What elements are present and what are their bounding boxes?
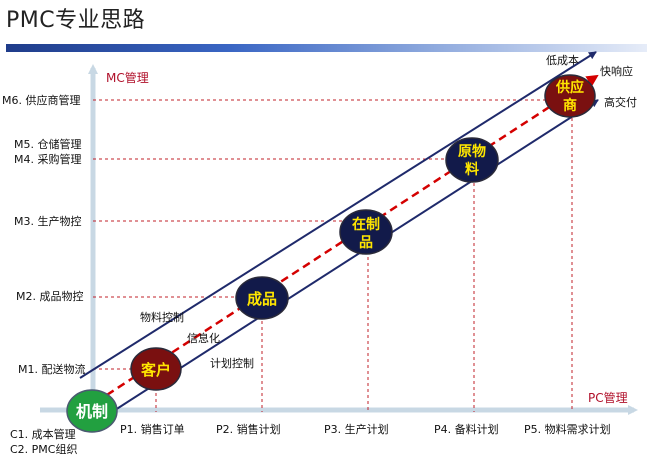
annotation-high-delivery: 高交付 [604,95,637,109]
base-label-c1: C1. 成本管理 [10,427,76,441]
horizontal-guides [93,99,568,370]
node-origin-text: 机制 [76,402,108,421]
band-upper-line [79,51,597,379]
y-axis-title: MC管理 [106,70,149,85]
node-supplier-text-line1: 供应 [555,79,584,96]
node-wip: 在制 品 [339,209,393,255]
node-wip-text-line1: 在制 [352,216,380,233]
node-customer: 客户 [130,347,182,391]
annotation-fast-response: 快响应 [600,64,633,78]
node-origin: 机制 [66,389,118,433]
y-label-m1: M1. 配送物流 [18,362,85,376]
node-product: 成品 [235,276,289,320]
annotation-plan-control: 计划控制 [210,356,254,370]
x-label-p3: P3. 生产计划 [324,422,389,436]
band-middle-arrow [95,74,599,404]
x-label-p2: P2. 销售计划 [216,422,281,436]
annotation-low-cost: 低成本 [546,53,579,67]
band-lower-line [111,99,599,413]
node-wip-text-line2: 品 [359,235,373,251]
node-product-text: 成品 [247,290,277,308]
page-title: PMC专业思路 [6,8,146,33]
x-axis-title: PC管理 [588,390,628,405]
annotation-informatization: 信息化 [187,331,220,345]
x-label-p4: P4. 备料计划 [434,422,499,436]
y-label-m5: M5. 仓储管理 [14,137,81,151]
base-label-c2: C2. PMC组织 [10,442,77,456]
node-material-text-line2: 料 [465,161,479,178]
node-material-text-line1: 原物 [458,143,486,160]
node-customer-text: 客户 [140,361,171,379]
node-supplier: 供应 商 [544,74,596,118]
node-material: 原物 料 [445,137,499,183]
y-label-m4: M4. 采购管理 [14,152,81,166]
title-underline-bar [6,44,647,52]
y-label-m6: M6. 供应商管理 [2,93,80,107]
annotation-material-control: 物料控制 [140,310,184,324]
y-label-m2: M2. 成品物控 [16,289,83,303]
x-label-p5: P5. 物料需求计划 [524,422,611,436]
x-label-p1: P1. 销售订单 [120,422,185,436]
y-label-m3: M3. 生产物控 [14,214,81,228]
node-supplier-text-line2: 商 [563,97,577,114]
